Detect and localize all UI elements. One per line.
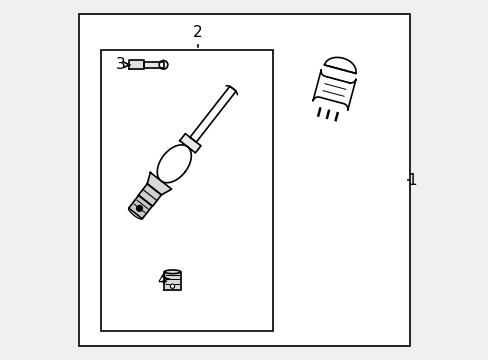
- FancyBboxPatch shape: [101, 50, 273, 331]
- Polygon shape: [138, 184, 161, 206]
- Text: 4: 4: [157, 273, 166, 288]
- Polygon shape: [147, 172, 171, 195]
- Text: 2: 2: [192, 25, 202, 40]
- Polygon shape: [157, 145, 191, 183]
- Polygon shape: [128, 195, 152, 219]
- Circle shape: [159, 60, 167, 69]
- Polygon shape: [180, 134, 201, 153]
- Polygon shape: [143, 62, 163, 68]
- Polygon shape: [312, 70, 355, 110]
- FancyBboxPatch shape: [79, 14, 409, 346]
- Circle shape: [136, 206, 142, 211]
- Polygon shape: [190, 86, 236, 142]
- Ellipse shape: [164, 270, 180, 274]
- Polygon shape: [164, 272, 180, 290]
- Polygon shape: [324, 57, 355, 73]
- Text: 3: 3: [115, 57, 125, 72]
- Text: 1: 1: [406, 172, 416, 188]
- Circle shape: [170, 284, 174, 288]
- Polygon shape: [129, 60, 143, 69]
